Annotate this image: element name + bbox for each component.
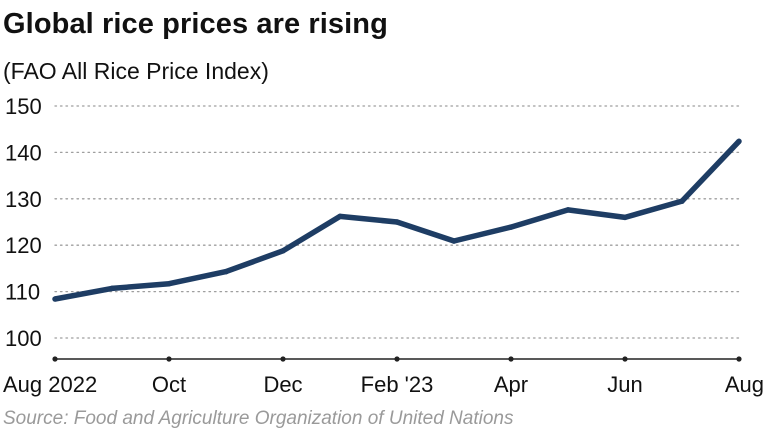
data-point <box>622 214 628 221</box>
x-tick-label: Aug <box>725 372 764 397</box>
x-tick-mark <box>394 356 400 362</box>
y-tick-label: 110 <box>5 280 40 305</box>
data-point <box>736 138 742 145</box>
x-tick-mark <box>622 356 628 362</box>
data-point <box>508 224 514 230</box>
x-tick-label: Oct <box>152 372 186 397</box>
x-tick-label: Dec <box>263 372 302 397</box>
x-tick-label: Aug 2022 <box>3 372 97 397</box>
x-tick-mark <box>508 356 514 362</box>
x-tick-label: Feb '23 <box>361 372 434 397</box>
y-axis: 100 110 120 130 140 150 <box>5 94 42 351</box>
data-point <box>394 219 400 225</box>
data-point <box>280 248 286 254</box>
chart-subtitle: (FAO All Rice Price Index) <box>3 58 269 84</box>
data-point <box>223 268 229 275</box>
y-tick-label: 140 <box>5 140 42 165</box>
x-tick-label: Jun <box>607 372 642 397</box>
x-tick-mark <box>52 356 58 362</box>
data-point <box>166 280 172 287</box>
x-tick-mark <box>166 356 172 362</box>
data-point <box>337 213 343 220</box>
x-tick-mark <box>280 356 286 362</box>
y-tick-label: 130 <box>5 187 42 212</box>
y-tick-label: 120 <box>5 233 42 258</box>
y-tick-label: 150 <box>5 94 42 119</box>
data-point <box>109 285 115 292</box>
data-point <box>679 198 685 204</box>
series-layer <box>52 138 742 302</box>
data-point <box>565 207 571 213</box>
x-tick-mark <box>736 356 742 362</box>
chart-source: Source: Food and Agriculture Organizatio… <box>3 408 514 429</box>
y-gridlines <box>54 105 743 339</box>
x-tick-label: Apr <box>494 372 528 397</box>
data-point <box>451 238 457 244</box>
x-axis: Aug 2022 Oct Dec Feb '23 Apr Jun Aug <box>3 356 764 397</box>
data-point <box>52 296 58 302</box>
y-tick-label: 100 <box>5 326 42 351</box>
chart-title: Global rice prices are rising <box>3 8 388 40</box>
